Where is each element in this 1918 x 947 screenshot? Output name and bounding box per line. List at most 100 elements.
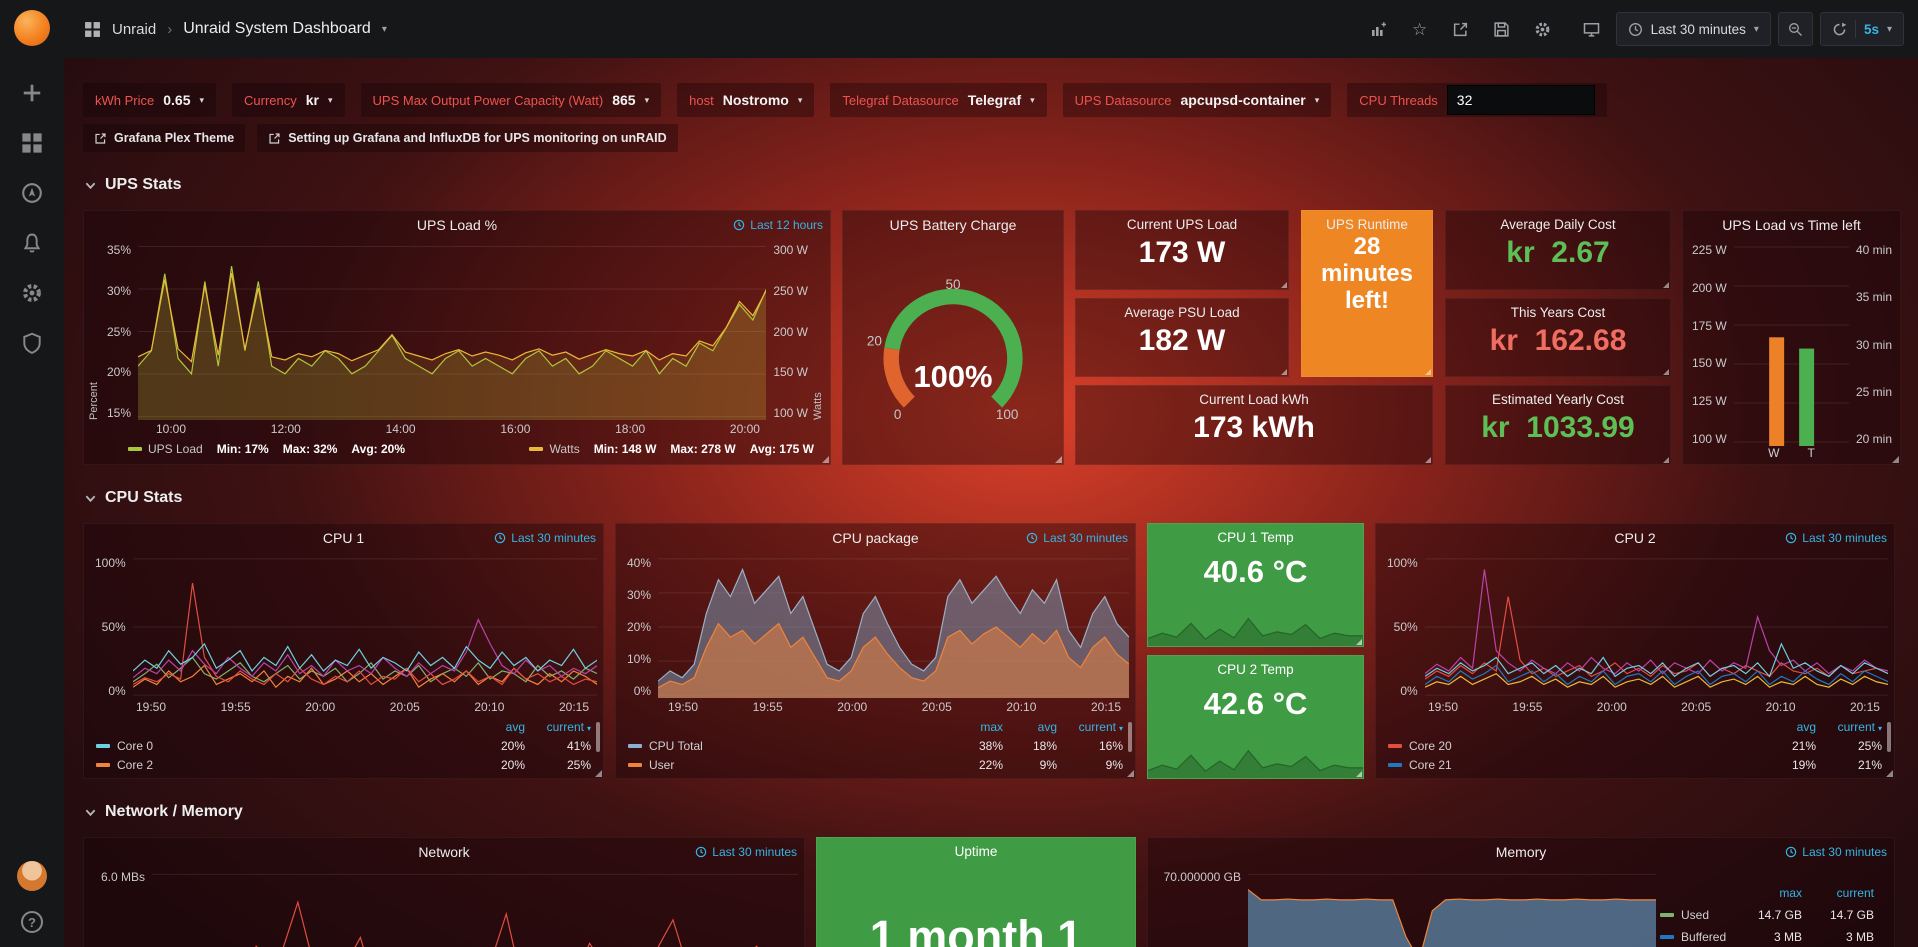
y-axis-ticks: 100% 50% 0% [1387, 556, 1418, 698]
add-panel-icon[interactable] [1362, 13, 1396, 45]
help-icon[interactable]: ? [21, 911, 43, 933]
chart-plot-area[interactable] [152, 870, 798, 947]
chevron-down-icon[interactable]: ▾ [1314, 94, 1320, 105]
user-avatar[interactable] [17, 861, 47, 891]
grafana-logo-icon[interactable] [14, 10, 50, 46]
template-variable[interactable]: UPS Datasource apcupsd-container ▾ [1062, 83, 1332, 117]
panel-title[interactable]: CPU 2 Temp [1217, 662, 1294, 677]
panel-average-psu-load: Average PSU Load 182 W [1075, 298, 1289, 377]
panel-title[interactable]: Average Daily Cost [1500, 217, 1616, 232]
panel-title[interactable]: UPS Runtime [1326, 217, 1408, 232]
panel-title[interactable]: Network [418, 844, 470, 860]
chevron-down-icon[interactable]: ▾ [381, 23, 387, 35]
alerting-bell-icon[interactable] [21, 232, 43, 254]
y-axis-ticks: 70.000000 GB60.000000 GB50.000000 GB [1163, 870, 1241, 884]
refresh-picker[interactable]: 5s ▾ [1819, 12, 1904, 46]
variable-value-dropdown[interactable]: Telegraf [967, 92, 1022, 108]
variable-value-dropdown[interactable]: 0.65 [163, 92, 191, 108]
series-name[interactable]: Buffered [1681, 930, 1727, 944]
legend: avg current ▾ Core 20 21% 25% [1376, 718, 1894, 778]
dashboards-icon[interactable] [21, 132, 43, 154]
template-variable[interactable]: host Nostromo ▾ [677, 83, 815, 117]
section-header-network-memory[interactable]: Network / Memory [85, 797, 1918, 827]
series-name[interactable]: User [649, 757, 675, 772]
dashboard-settings-gear-icon[interactable] [1526, 13, 1560, 45]
time-range-picker[interactable]: Last 30 minutes ▾ [1615, 12, 1771, 46]
panel-time-badge[interactable]: Last 30 minutes [1785, 531, 1887, 545]
zoom-out-button[interactable] [1777, 12, 1813, 46]
clock-icon [696, 846, 707, 858]
template-variable[interactable]: Telegraf Datasource Telegraf ▾ [830, 83, 1047, 117]
panel-time-badge[interactable]: Last 30 minutes [695, 845, 797, 859]
template-variable[interactable]: kWh Price 0.65 ▾ [83, 83, 217, 117]
panel-title[interactable]: Estimated Yearly Cost [1491, 392, 1625, 407]
dashboard-title[interactable]: Unraid System Dashboard [183, 20, 371, 37]
chart-plot-area[interactable] [1248, 870, 1656, 947]
chevron-down-icon[interactable]: ▾ [797, 94, 803, 105]
explore-icon[interactable] [21, 182, 43, 204]
stat-value: kr 2.67 [1506, 236, 1610, 269]
chart-plot-area[interactable] [1734, 243, 1849, 446]
series-name[interactable]: Core 21 [1409, 757, 1452, 772]
dashboard-link[interactable]: Grafana Plex Theme [83, 124, 246, 152]
cpu-threads-input[interactable] [1446, 85, 1595, 115]
series-name[interactable]: Core 2 [117, 757, 154, 772]
panel-cpu2-chart: CPU 2 Last 30 minutes 100% 50% 0% 19:50 19:… [1375, 523, 1895, 779]
panel-title[interactable]: UPS Battery Charge [889, 217, 1017, 233]
template-variable[interactable]: Currency kr ▾ [232, 83, 345, 117]
series-name[interactable]: CPU Total [649, 738, 703, 753]
chart-plot-area[interactable] [133, 556, 597, 698]
panel-title[interactable]: Uptime [954, 844, 998, 859]
chart-plot-area[interactable] [1425, 556, 1888, 698]
series-name[interactable]: Used [1681, 908, 1710, 922]
panel-time-badge[interactable]: Last 30 minutes [1785, 845, 1887, 859]
panel-time-badge[interactable]: Last 30 minutes [1026, 531, 1128, 545]
panel-cpu1-chart: CPU 1 Last 30 minutes 100% 50% 0% 19:50 19:… [83, 523, 604, 779]
share-icon[interactable] [1444, 13, 1478, 45]
configuration-gear-icon[interactable] [21, 282, 43, 304]
panel-title[interactable]: CPU 1 Temp [1217, 530, 1294, 545]
panel-title[interactable]: This Years Cost [1510, 305, 1606, 320]
star-icon[interactable]: ☆ [1411, 19, 1428, 39]
panel-title[interactable]: CPU 2 [1614, 530, 1656, 546]
legend: max current Used 14.7 GB 14.7 GB [1656, 870, 1888, 947]
breadcrumb[interactable]: Unraid › Unraid System Dashboard ▾ [84, 20, 387, 38]
variable-value-dropdown[interactable]: Nostromo [722, 92, 789, 108]
variable-value-dropdown[interactable]: 865 [612, 92, 636, 108]
series-name[interactable]: Watts [549, 442, 580, 456]
y-axis-ticks: 6.0 MBs4.0 MBs2.0 MBs [100, 870, 145, 884]
panel-title[interactable]: CPU 1 [322, 530, 365, 546]
external-link-icon [269, 132, 280, 144]
save-icon[interactable] [1485, 13, 1519, 45]
chart-plot-area[interactable] [138, 243, 767, 420]
panel-title[interactable]: CPU package [832, 530, 919, 546]
panel-title[interactable]: Memory [1495, 844, 1547, 860]
panel-title[interactable]: UPS Load % [416, 217, 498, 233]
variable-value-dropdown[interactable]: apcupsd-container [1180, 92, 1306, 108]
template-variable[interactable]: UPS Max Output Power Capacity (Watt) 865… [360, 83, 662, 117]
section-header-ups-stats[interactable]: UPS Stats [85, 170, 1918, 200]
cpu-temp-panels: CPU 1 Temp 40.6 °C CPU 2 Temp 42.6 °C [1147, 523, 1364, 779]
series-name[interactable]: Core 0 [117, 738, 154, 753]
panel-title[interactable]: Current Load kWh [1199, 392, 1309, 407]
panel-title[interactable]: UPS Load vs Time left [1722, 217, 1861, 233]
server-admin-shield-icon[interactable] [21, 332, 43, 354]
add-icon[interactable] [21, 82, 43, 104]
panel-time-badge[interactable]: Last 12 hours [733, 218, 823, 232]
cycle-view-monitor-icon[interactable] [1575, 13, 1609, 45]
breadcrumb-app[interactable]: Unraid [112, 20, 157, 38]
y-axis-ticks-right: 40 min 35 min 30 min 25 min 20 min [1855, 243, 1892, 446]
chevron-down-icon[interactable]: ▾ [1030, 94, 1035, 105]
panel-title[interactable]: Current UPS Load [1126, 217, 1238, 232]
chevron-down-icon[interactable]: ▾ [328, 94, 333, 105]
series-name[interactable]: UPS Load [148, 442, 203, 456]
variable-value-dropdown[interactable]: kr [305, 92, 319, 108]
series-name[interactable]: Core 20 [1409, 738, 1452, 753]
section-header-cpu-stats[interactable]: CPU Stats [85, 483, 1918, 513]
chart-plot-area[interactable] [658, 556, 1129, 698]
dashboard-link[interactable]: Setting up Grafana and InfluxDB for UPS … [257, 124, 678, 152]
chevron-down-icon[interactable]: ▾ [199, 94, 205, 105]
panel-time-badge[interactable]: Last 30 minutes [494, 531, 596, 545]
panel-title[interactable]: Average PSU Load [1124, 305, 1240, 320]
chevron-down-icon[interactable]: ▾ [644, 94, 650, 105]
